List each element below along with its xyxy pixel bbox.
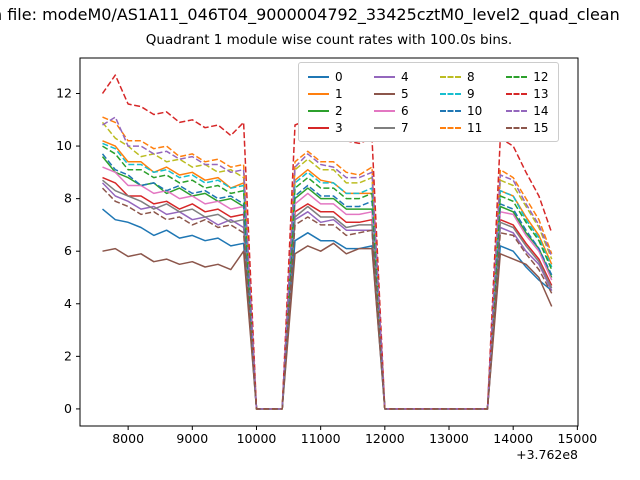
y-tick-label: 10 — [56, 138, 72, 153]
legend-line-swatch — [374, 92, 395, 95]
legend-line-swatch — [374, 109, 395, 112]
legend-line-swatch — [506, 92, 528, 95]
series-line-14 — [102, 116, 553, 410]
legend-label: 12 — [533, 69, 549, 84]
legend-label: 8 — [467, 69, 475, 84]
legend-label: 1 — [335, 86, 343, 101]
legend-line-swatch — [308, 92, 329, 95]
legend-line-swatch — [374, 126, 395, 129]
legend-line-swatch — [440, 92, 461, 95]
legend-label: 11 — [467, 120, 483, 135]
x-axis-offset-label: +3.762e8 — [516, 447, 578, 462]
x-tick-label: 14000 — [493, 431, 533, 446]
legend-item-7: 7 — [374, 122, 416, 134]
legend-line-swatch — [308, 126, 329, 129]
legend-label: 15 — [533, 120, 549, 135]
legend-item-4: 4 — [374, 71, 416, 83]
legend-label: 2 — [335, 103, 343, 118]
legend-item-1: 1 — [308, 88, 350, 100]
legend-item-10: 10 — [440, 105, 482, 117]
legend-label: 4 — [401, 69, 409, 84]
x-tick-label: 9000 — [176, 431, 208, 446]
y-tick-label: 2 — [64, 348, 72, 363]
legend-item-6: 6 — [374, 105, 416, 117]
y-tick-label: 8 — [64, 191, 72, 206]
legend-item-2: 2 — [308, 105, 350, 117]
x-tick-label: 13000 — [429, 431, 469, 446]
chart-title: Quadrant 1 module wise count rates with … — [145, 32, 513, 48]
series-line-9 — [102, 142, 553, 410]
legend-label: 3 — [335, 120, 343, 135]
legend-line-swatch — [308, 109, 329, 112]
legend-line-swatch — [506, 126, 528, 129]
legend-line-swatch — [440, 75, 461, 78]
legend-item-13: 13 — [506, 86, 549, 101]
x-tick-label: 15000 — [557, 431, 597, 446]
x-tick-label: 12000 — [365, 431, 405, 446]
legend-label: 13 — [533, 86, 549, 101]
x-tick-label: 10000 — [237, 431, 277, 446]
legend-label: 6 — [401, 103, 409, 118]
x-tick-label: 11000 — [301, 431, 341, 446]
legend-item-0: 0 — [308, 71, 350, 83]
legend-label: 14 — [533, 103, 549, 118]
y-tick-label: 6 — [64, 243, 72, 258]
legend-item-3: 3 — [308, 122, 350, 134]
suptitle: n file: modeM0/AS1A11_046T04_9000004792_… — [0, 5, 620, 24]
legend-item-9: 9 — [440, 88, 482, 100]
legend-label: 10 — [467, 103, 483, 118]
legend-item-12: 12 — [506, 69, 549, 84]
legend: 0 1 2 3 4 5 6 7 8 9 10 11 12 13 14 15 — [298, 62, 559, 142]
y-tick-label: 0 — [64, 401, 72, 416]
legend-item-14: 14 — [506, 103, 549, 118]
legend-line-swatch — [506, 75, 528, 78]
legend-line-swatch — [308, 75, 329, 78]
legend-label: 7 — [401, 120, 409, 135]
legend-label: 5 — [401, 86, 409, 101]
legend-label: 9 — [467, 86, 475, 101]
legend-label: 0 — [335, 69, 343, 84]
legend-line-swatch — [374, 75, 395, 78]
x-tick-label: 8000 — [112, 431, 144, 446]
legend-item-5: 5 — [374, 88, 416, 100]
legend-item-8: 8 — [440, 71, 482, 83]
legend-line-swatch — [440, 109, 461, 112]
legend-line-swatch — [440, 126, 461, 129]
legend-item-15: 15 — [506, 120, 549, 135]
legend-line-swatch — [506, 109, 528, 112]
legend-item-11: 11 — [440, 122, 482, 134]
y-tick-label: 4 — [64, 296, 72, 311]
series-line-15 — [101, 187, 553, 410]
y-tick-label: 12 — [56, 85, 72, 100]
